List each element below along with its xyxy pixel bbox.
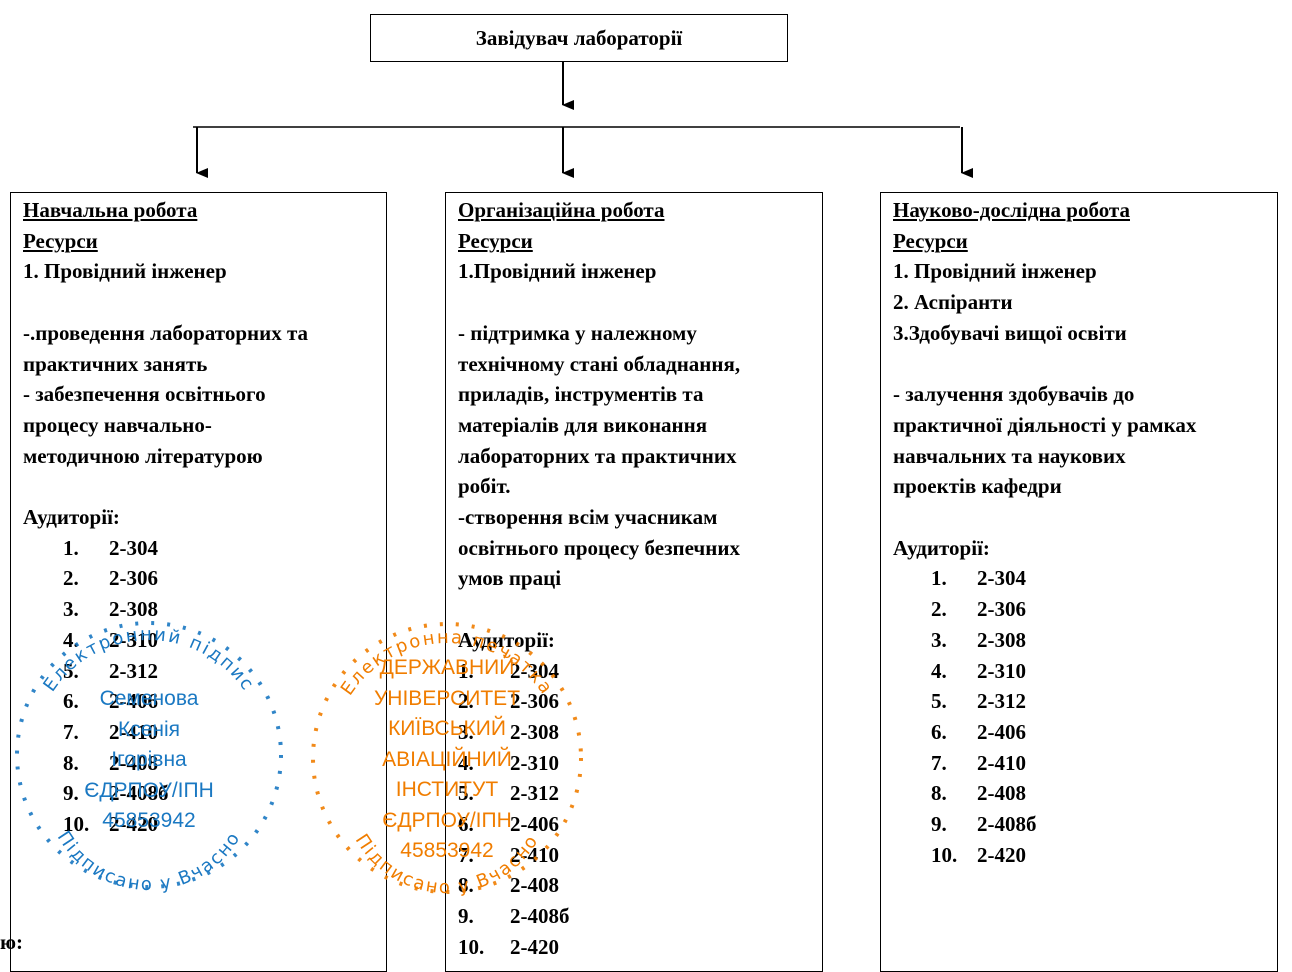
room-item: 9. 2-408б — [63, 781, 169, 806]
duty-line: навчальних та наукових — [893, 443, 1126, 468]
duty-line: проектів кафедри — [893, 474, 1062, 499]
room-item: 8. 2-408 — [931, 781, 1026, 806]
stamp-line: ІНСТИТУТ — [395, 778, 499, 801]
room-item: 4. 2-310 — [458, 750, 559, 775]
resource-item: 2. Аспіранти — [893, 290, 1013, 315]
room-item: 4. 2-310 — [931, 658, 1026, 683]
room-item: 5. 2-312 — [63, 658, 158, 683]
stamp-line: КИЇВСЬКИЙ — [388, 717, 506, 740]
column-title: Науково-дослідна робота — [893, 198, 1130, 222]
column-organizational: Організаційна робота Ресурси 1.Провідний… — [445, 192, 823, 972]
room-item: 7. 2-410 — [931, 750, 1026, 775]
column-title: Організаційна робота — [458, 198, 665, 222]
column-teaching: Навчальна робота Ресурси 1. Провідний ін… — [10, 192, 387, 972]
room-item: 8. 2-408 — [458, 873, 559, 898]
stamp-line: АВІАЦІЙНИЙ — [382, 747, 512, 771]
duty-line: лабораторних та практичних — [458, 443, 737, 468]
room-item: 7. 2-410 — [458, 842, 559, 867]
stamp-line: 45853942 — [400, 839, 494, 862]
duty-line: практичних занять — [23, 351, 208, 376]
head-title: Завідувач лабораторії — [475, 25, 683, 50]
room-item: 9. 2-408б — [458, 904, 570, 929]
resources-label: Ресурси — [458, 228, 533, 253]
resource-item: 1. Провідний інженер — [893, 259, 1097, 284]
stamp-line: ДЕРЖАВНИЙ — [379, 656, 515, 679]
duty-line: процесу навчально- — [23, 412, 212, 437]
stamp-line: Семенова — [99, 687, 199, 710]
duty-line: матеріалів для виконання — [458, 412, 708, 437]
duty-line: практичної діяльності у рамках — [893, 412, 1197, 437]
room-item: 1. 2-304 — [458, 658, 559, 683]
duty-line: технічному стані обладнання, — [458, 351, 741, 376]
stamp-line: ЄДРПОУ/ІПН — [84, 778, 214, 802]
duty-line: -створення всім учасникам — [458, 505, 718, 530]
resource-item: 1. Провідний інженер — [23, 259, 227, 284]
room-item: 6. 2-406 — [931, 719, 1026, 744]
room-item: 10. 2-420 — [931, 842, 1026, 867]
corner-text: ю: — [0, 930, 24, 954]
duty-line: методичною літературою — [23, 443, 263, 468]
room-item: 3. 2-308 — [458, 719, 559, 744]
duty-line: приладів, інструментів та — [458, 382, 704, 407]
room-item: 10. 2-420 — [458, 934, 559, 959]
signature-ring-bottom: Підписано у Вчасно — [53, 827, 243, 895]
room-item: 1. 2-304 — [63, 535, 158, 560]
room-item: 2. 2-306 — [63, 566, 158, 591]
room-item: 10. 2-420 — [63, 812, 158, 837]
resources-label: Ресурси — [23, 228, 98, 253]
resources-label: Ресурси — [893, 228, 968, 253]
room-item: 9. 2-408б — [931, 812, 1037, 837]
stamp-line: УНІВЕРСИТЕТ — [373, 686, 521, 710]
stamp-line: Ігорівна — [111, 748, 187, 771]
resource-item: 3.Здобувачі вищої освіти — [893, 320, 1127, 345]
rooms-label: Аудиторії: — [458, 627, 555, 652]
room-item: 3. 2-308 — [931, 627, 1026, 652]
stamp-line: 45853942 — [102, 809, 196, 832]
stamp-line: Ксенія — [117, 717, 181, 741]
duty-line: умов праці — [458, 566, 562, 591]
duty-line: -.проведення лабораторних та — [23, 320, 309, 345]
signature-stamp: Електронний підпис Підписано у Вчасно Се… — [6, 600, 292, 900]
signature-stamp-ring: Електронний підпис Підписано у Вчасно — [15, 621, 283, 895]
room-item: 5. 2-312 — [458, 781, 559, 806]
resource-item: 1.Провідний інженер — [458, 259, 657, 284]
rooms-label: Аудиторії: — [893, 535, 990, 560]
column-title: Навчальна робота — [23, 198, 198, 222]
duty-line: робіт. — [458, 474, 511, 499]
duty-line: - залучення здобувачів до — [893, 382, 1135, 407]
seal-stamp-ring: Електронна печатка Підписано у Вчасно — [311, 622, 583, 898]
head-box: Завідувач лабораторії — [370, 14, 788, 62]
room-item: 3. 2-308 — [63, 597, 158, 622]
rooms-label: Аудиторії: — [23, 505, 120, 529]
seal-stamp: Електронна печатка Підписано у Вчасно ДЕ… — [302, 598, 592, 912]
room-item: 6. 2-406 — [458, 812, 559, 837]
room-item: 7. 2-410 — [63, 719, 158, 744]
duty-line: - підтримка у належному — [458, 320, 697, 345]
room-item: 2. 2-306 — [458, 689, 559, 714]
room-item: 2. 2-306 — [931, 597, 1026, 622]
svg-text:Підписано у Вчасно: Підписано у Вчасно — [53, 827, 245, 895]
room-item: 6. 2-406 — [63, 689, 158, 714]
room-item: 5. 2-312 — [931, 689, 1026, 714]
duty-line: освітнього процесу безпечних — [458, 535, 740, 560]
room-item: 1. 2-304 — [931, 566, 1026, 591]
room-item: 4. 2-310 — [63, 627, 158, 652]
duty-line: - забезпечення освітнього — [23, 382, 266, 407]
stamp-line: ЄДРПОУ/ІПН — [382, 808, 512, 832]
room-item: 8. 2-408 — [63, 750, 158, 775]
column-research: Науково-дослідна робота Ресурси 1. Прові… — [880, 192, 1278, 972]
